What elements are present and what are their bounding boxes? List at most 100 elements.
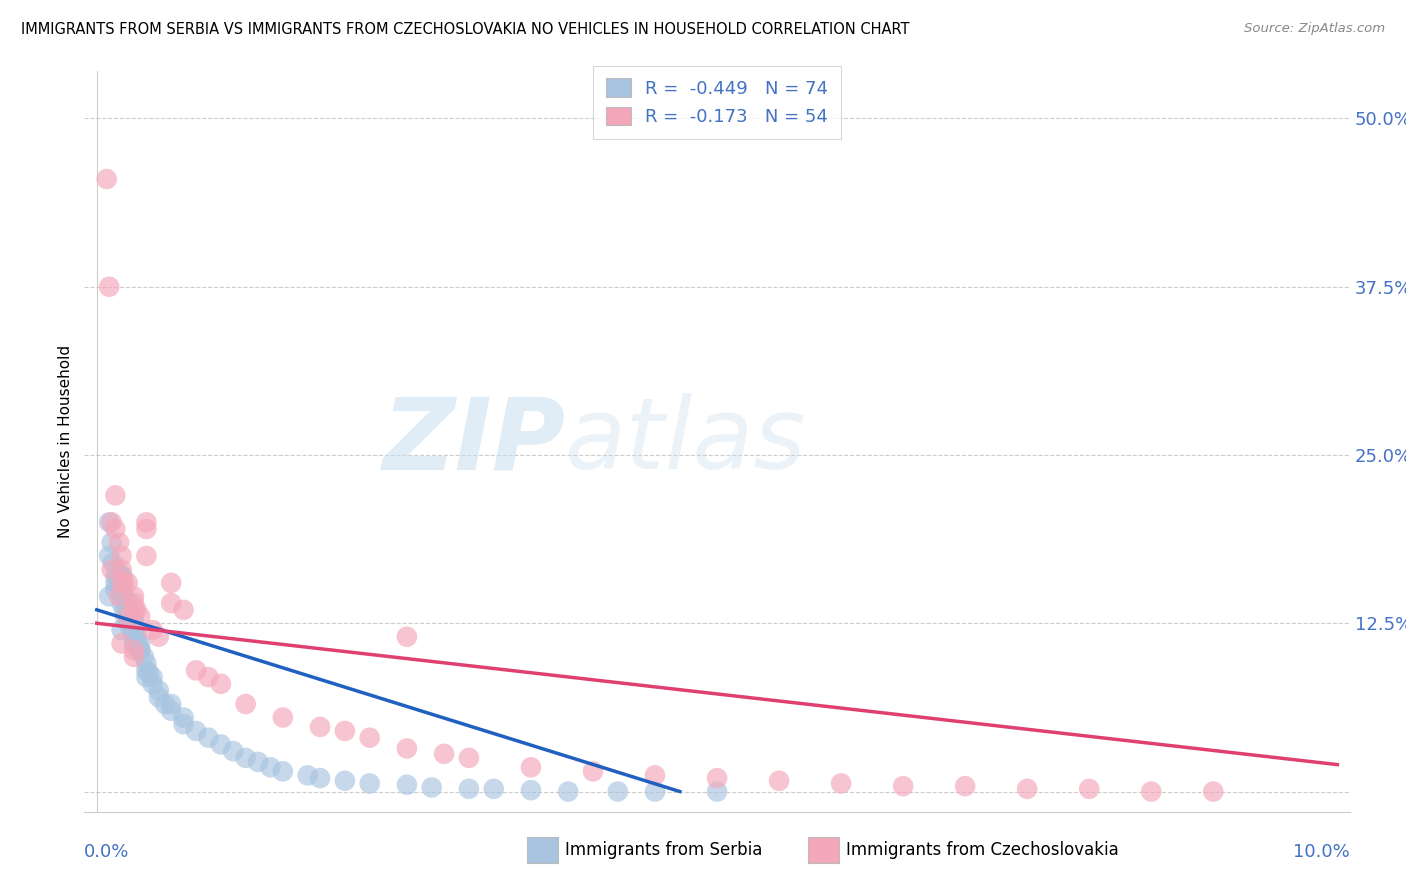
Point (271, 710, 294, 724)
Point (209, 677, 232, 691)
Text: Immigrants from Czechoslovakia: Immigrants from Czechoslovakia (846, 841, 1119, 859)
Point (104, 569, 127, 583)
Text: ZIP: ZIP (382, 393, 565, 490)
Point (359, 731, 381, 745)
Point (271, 764, 294, 779)
Point (184, 723, 207, 738)
Point (209, 738, 232, 752)
Point (108, 535, 131, 549)
Point (247, 755, 270, 769)
Point (173, 717, 195, 731)
Point (110, 569, 132, 583)
Point (520, 760, 543, 774)
Point (173, 710, 195, 724)
Point (110, 549, 132, 563)
Point (153, 697, 176, 711)
Legend: R =  -0.449   N = 74, R =  -0.173   N = 54: R = -0.449 N = 74, R = -0.173 N = 54 (593, 66, 841, 138)
Point (1017, 781, 1039, 796)
Point (138, 666, 160, 681)
Point (110, 575, 132, 590)
Point (582, 764, 605, 779)
Point (132, 649, 155, 664)
Point (333, 773, 356, 788)
Point (122, 590, 145, 604)
Point (160, 704, 183, 718)
Point (395, 741, 418, 756)
Point (235, 751, 257, 765)
Point (184, 664, 207, 678)
Point (197, 731, 219, 745)
Point (122, 596, 145, 610)
Point (706, 771, 728, 785)
Point (148, 690, 170, 705)
Point (644, 768, 666, 782)
Point (127, 636, 149, 650)
Text: 0.0%: 0.0% (84, 843, 129, 861)
Point (105, 562, 128, 576)
Point (122, 616, 145, 631)
Point (118, 612, 141, 626)
Point (110, 596, 132, 610)
Point (110, 623, 132, 637)
Point (108, 575, 131, 590)
Point (142, 670, 165, 684)
Text: Immigrants from Serbia: Immigrants from Serbia (565, 841, 762, 859)
Point (891, 779, 914, 793)
Point (104, 575, 127, 590)
Point (222, 744, 245, 758)
Point (135, 522, 157, 536)
Point (96, 172, 118, 186)
Text: IMMIGRANTS FROM SERBIA VS IMMIGRANTS FROM CZECHOSLOVAKIA NO VEHICLES IN HOUSEHOL: IMMIGRANTS FROM SERBIA VS IMMIGRANTS FRO… (21, 22, 910, 37)
Point (100, 562, 122, 576)
Text: 10.0%: 10.0% (1294, 843, 1350, 861)
Point (148, 683, 170, 698)
Point (259, 760, 281, 774)
Point (197, 670, 219, 684)
Point (117, 603, 139, 617)
Text: Source: ZipAtlas.com: Source: ZipAtlas.com (1244, 22, 1385, 36)
Point (235, 697, 257, 711)
Point (110, 562, 132, 576)
Point (606, 784, 628, 798)
Point (120, 609, 142, 624)
Point (122, 623, 145, 637)
Point (520, 783, 543, 797)
Point (458, 781, 481, 796)
Point (129, 643, 152, 657)
Point (98, 279, 121, 293)
Point (128, 643, 150, 657)
Point (129, 636, 152, 650)
Point (122, 636, 145, 650)
Point (135, 664, 157, 678)
Point (160, 697, 183, 711)
Point (129, 609, 152, 624)
Point (297, 768, 319, 782)
Point (110, 575, 132, 590)
Point (104, 488, 127, 502)
Point (111, 569, 134, 583)
Point (112, 603, 135, 617)
Point (953, 779, 976, 793)
Y-axis label: No Vehicles in Household: No Vehicles in Household (58, 345, 73, 538)
Point (1202, 784, 1225, 798)
Point (148, 630, 170, 644)
Point (122, 630, 145, 644)
Point (112, 590, 135, 604)
Point (309, 771, 332, 785)
Point (395, 630, 418, 644)
Point (117, 616, 139, 631)
Point (142, 623, 165, 637)
Point (125, 630, 148, 644)
Point (108, 590, 131, 604)
Point (104, 582, 127, 597)
Point (173, 603, 195, 617)
Point (98, 549, 121, 563)
Point (100, 535, 122, 549)
Point (122, 643, 145, 657)
Point (333, 723, 356, 738)
Point (135, 657, 157, 671)
Point (309, 720, 332, 734)
Point (160, 575, 183, 590)
Point (135, 549, 157, 563)
Point (104, 522, 127, 536)
